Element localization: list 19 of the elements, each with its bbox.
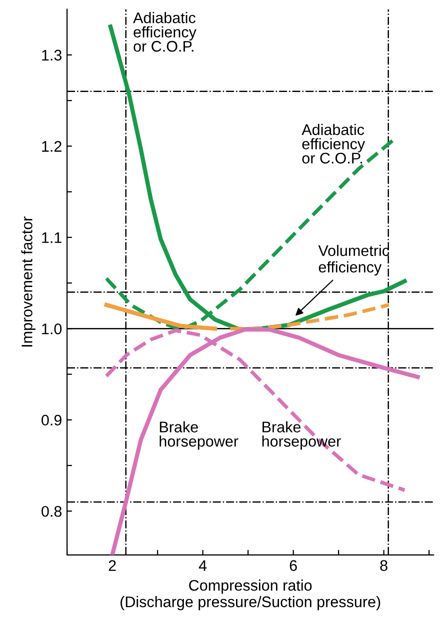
y-tick-label: 0.8 xyxy=(42,506,62,517)
x-axis-title: Compression ratio (Discharge pressure/Suction pressure) xyxy=(120,580,380,610)
x-tick-label: 8 xyxy=(380,560,388,571)
y-tick-label: 1.1 xyxy=(42,232,62,243)
line-series xyxy=(104,302,218,331)
text: 1.0 xyxy=(42,324,62,334)
series-label: Brake horsepower xyxy=(262,421,341,450)
line-series xyxy=(228,303,391,330)
series-label: Adiabatic efficiency or C.O.P. xyxy=(302,124,366,164)
y-axis-title: Improvement factor xyxy=(21,216,36,346)
x-tick-label: 6 xyxy=(290,560,297,571)
x-tick-label: 2 xyxy=(108,560,116,571)
y-tick-label: 1.3 xyxy=(42,50,62,61)
annotation: Volumetric efficiency xyxy=(318,244,390,276)
x-tick-label: 4 xyxy=(198,560,207,571)
series-label: Brake horsepower xyxy=(160,421,238,450)
y-tick-label: 0.9 xyxy=(42,414,62,426)
series-label: Adiabatic efficiency or C.O.P. xyxy=(133,12,196,52)
y-tick-label: 1.2 xyxy=(42,141,62,152)
